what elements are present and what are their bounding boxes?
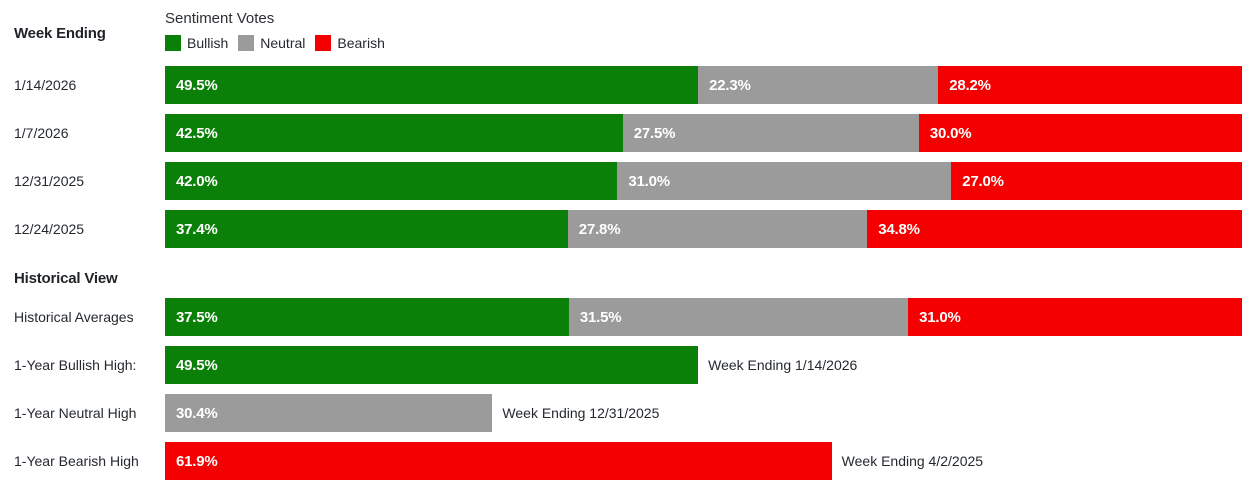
weekly-row-2: 1/7/2026 42.5% 27.5% 30.0%	[0, 114, 1242, 162]
legend: Bullish Neutral Bearish	[165, 35, 1242, 51]
bullish-swatch-icon	[165, 35, 181, 51]
bar-value-label: 49.5%	[176, 76, 218, 94]
bar-value-label: 28.2%	[949, 76, 991, 94]
bar-segment-bearish: 28.2%	[938, 66, 1242, 104]
bar-value-label: 61.9%	[176, 452, 218, 470]
neutral-high-row: 1-Year Neutral High 30.4% Week Ending 12…	[0, 394, 1242, 442]
bar-track: 37.5% 31.5% 31.0%	[165, 298, 1242, 336]
bar-value-label: 34.8%	[878, 220, 920, 238]
bar-value-label: 31.5%	[579, 308, 622, 326]
bar-value-label: 30.0%	[929, 124, 972, 142]
bar-segment-bearish: 61.9%	[165, 442, 832, 480]
row-label: 1-Year Neutral High	[14, 405, 137, 421]
row-label: 1/7/2026	[14, 125, 69, 141]
bar-segment-bullish: 42.0%	[165, 162, 618, 200]
legend-item-bullish: Bullish	[165, 35, 228, 51]
legend-label-neutral: Neutral	[260, 35, 306, 51]
bar-track: 49.5% 22.3% 28.2%	[165, 66, 1242, 104]
bar-segment-neutral: 22.3%	[698, 66, 939, 104]
neutral-swatch-icon	[238, 35, 255, 51]
bar-segment-neutral: 31.5%	[568, 298, 909, 336]
chart-title: Sentiment Votes	[165, 10, 275, 27]
row-label: 12/31/2025	[14, 173, 85, 189]
bar-value-label: 27.8%	[578, 220, 621, 238]
bar-annotation: Week Ending 12/31/2025	[502, 405, 660, 421]
bar-segment-bearish: 31.0%	[908, 298, 1242, 336]
bar-segment-bearish: 34.8%	[867, 210, 1242, 248]
historical-view-title: Historical View	[14, 269, 118, 287]
row-label: 1/14/2026	[14, 77, 77, 93]
bullish-high-row: 1-Year Bullish High: 49.5% Week Ending 1…	[0, 346, 1242, 394]
row-label: 1-Year Bearish High	[14, 453, 139, 469]
bar-segment-neutral: 27.8%	[567, 210, 868, 248]
bar-value-label: 27.0%	[962, 172, 1004, 190]
legend-item-bearish: Bearish	[315, 35, 385, 51]
bar-track: 37.4% 27.8% 34.8%	[165, 210, 1242, 248]
bar-segment-neutral: 31.0%	[617, 162, 952, 200]
bar-annotation: Week Ending 1/14/2026	[708, 357, 858, 373]
bar-segment-bullish: 49.5%	[165, 66, 699, 104]
historical-averages-row: Historical Averages 37.5% 31.5% 31.0%	[0, 298, 1242, 346]
bar-segment-neutral: 30.4%	[165, 394, 493, 432]
bar-value-label: 49.5%	[176, 356, 218, 374]
weekly-row-3: 12/31/2025 42.0% 31.0% 27.0%	[0, 162, 1242, 210]
bar-value-label: 37.4%	[176, 220, 218, 238]
bar-value-label: 27.5%	[633, 124, 676, 142]
bar-value-label: 42.5%	[176, 124, 218, 142]
bar-value-label: 22.3%	[709, 76, 751, 94]
legend-label-bearish: Bearish	[337, 35, 385, 51]
row-label: 1-Year Bullish High:	[14, 357, 137, 373]
chart-header: Week Ending Sentiment Votes Bullish Neut…	[0, 0, 1242, 66]
historical-view-header-row: Historical View	[0, 258, 1242, 298]
row-label: 12/24/2025	[14, 221, 85, 237]
bearish-swatch-icon	[315, 35, 332, 51]
weekly-row-4: 12/24/2025 37.4% 27.8% 34.8%	[0, 210, 1242, 258]
weekly-row-1: 1/14/2026 49.5% 22.3% 28.2%	[0, 66, 1242, 114]
bar-segment-neutral: 27.5%	[622, 114, 919, 152]
bar-value-label: 37.5%	[176, 308, 218, 326]
bar-track: 30.4% Week Ending 12/31/2025	[165, 394, 1242, 432]
bar-segment-bullish: 37.5%	[165, 298, 569, 336]
bar-segment-bearish: 30.0%	[918, 114, 1242, 152]
bar-track: 42.5% 27.5% 30.0%	[165, 114, 1242, 152]
bar-segment-bullish: 37.4%	[165, 210, 568, 248]
bar-segment-bearish: 27.0%	[951, 162, 1242, 200]
bar-track: 42.0% 31.0% 27.0%	[165, 162, 1242, 200]
bar-value-label: 42.0%	[176, 172, 218, 190]
row-label: Historical Averages	[14, 309, 134, 325]
bar-segment-bullish: 42.5%	[165, 114, 623, 152]
bar-value-label: 31.0%	[628, 172, 670, 190]
bar-annotation: Week Ending 4/2/2025	[841, 453, 984, 469]
bar-track: 61.9% Week Ending 4/2/2025	[165, 442, 1242, 480]
bearish-high-row: 1-Year Bearish High 61.9% Week Ending 4/…	[0, 442, 1242, 490]
legend-item-neutral: Neutral	[238, 35, 305, 51]
bar-value-label: 30.4%	[176, 404, 218, 422]
legend-label-bullish: Bullish	[187, 35, 229, 51]
bar-track: 49.5% Week Ending 1/14/2026	[165, 346, 1242, 384]
week-ending-header: Week Ending	[14, 24, 106, 42]
bar-value-label: 31.0%	[919, 308, 961, 326]
bar-segment-bullish: 49.5%	[165, 346, 699, 384]
